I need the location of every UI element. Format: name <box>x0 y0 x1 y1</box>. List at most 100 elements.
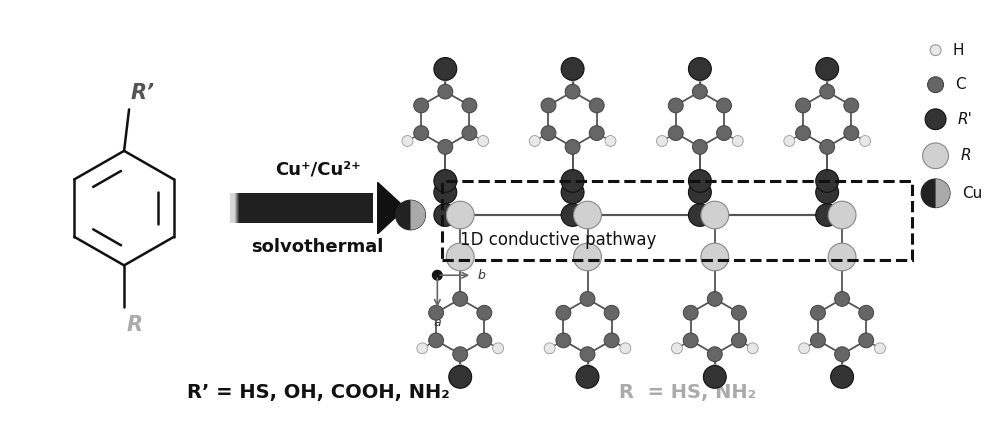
Circle shape <box>701 243 729 271</box>
Circle shape <box>683 305 698 320</box>
Circle shape <box>717 126 731 140</box>
Circle shape <box>707 291 722 306</box>
Circle shape <box>747 343 758 354</box>
Circle shape <box>604 333 619 348</box>
Circle shape <box>429 333 444 348</box>
Circle shape <box>589 126 604 140</box>
Circle shape <box>434 58 457 80</box>
Circle shape <box>860 136 871 146</box>
Text: H: H <box>953 43 964 58</box>
Circle shape <box>784 136 795 146</box>
Circle shape <box>859 333 874 348</box>
Circle shape <box>875 343 885 354</box>
Circle shape <box>923 143 948 168</box>
Circle shape <box>683 333 698 348</box>
Circle shape <box>707 347 722 362</box>
Circle shape <box>565 84 580 99</box>
Text: R’ = HS, OH, COOH, NH₂: R’ = HS, OH, COOH, NH₂ <box>187 383 450 402</box>
Circle shape <box>796 98 811 113</box>
Polygon shape <box>230 193 234 223</box>
Circle shape <box>582 365 593 375</box>
Circle shape <box>717 98 731 113</box>
Circle shape <box>694 71 705 81</box>
Circle shape <box>835 347 850 362</box>
Circle shape <box>396 200 425 230</box>
Circle shape <box>692 139 707 154</box>
Circle shape <box>796 126 811 140</box>
Circle shape <box>589 98 604 113</box>
Circle shape <box>671 343 682 354</box>
Text: C: C <box>955 77 966 92</box>
Circle shape <box>604 305 619 320</box>
Circle shape <box>811 305 825 320</box>
Circle shape <box>580 347 595 362</box>
Circle shape <box>432 270 442 280</box>
Circle shape <box>820 139 835 154</box>
Circle shape <box>414 98 429 113</box>
Polygon shape <box>236 193 269 223</box>
Polygon shape <box>236 193 289 223</box>
Circle shape <box>417 343 428 354</box>
Circle shape <box>844 126 859 140</box>
Polygon shape <box>239 193 363 223</box>
Circle shape <box>688 181 711 204</box>
Polygon shape <box>237 193 309 223</box>
Circle shape <box>928 77 944 93</box>
Text: Cu: Cu <box>962 186 982 201</box>
Text: R': R' <box>958 112 973 127</box>
Polygon shape <box>236 193 279 223</box>
Polygon shape <box>237 193 318 223</box>
Text: b: b <box>477 269 485 282</box>
Circle shape <box>478 136 489 146</box>
Polygon shape <box>236 193 264 223</box>
Circle shape <box>657 136 667 146</box>
Circle shape <box>688 170 711 192</box>
Text: R’: R’ <box>131 84 155 103</box>
Circle shape <box>930 45 941 55</box>
Circle shape <box>831 365 854 388</box>
Circle shape <box>620 343 631 354</box>
Circle shape <box>453 291 468 306</box>
Circle shape <box>816 181 839 204</box>
Circle shape <box>429 305 444 320</box>
Polygon shape <box>237 193 294 223</box>
Circle shape <box>816 170 839 192</box>
Polygon shape <box>378 182 406 234</box>
Circle shape <box>828 201 856 229</box>
Circle shape <box>709 365 720 375</box>
Circle shape <box>574 201 601 229</box>
Circle shape <box>561 58 584 80</box>
Text: solvothermal: solvothermal <box>251 238 384 256</box>
Circle shape <box>837 365 848 375</box>
Circle shape <box>828 243 856 271</box>
Bar <box>442 181 912 260</box>
Polygon shape <box>235 193 254 223</box>
Text: Cu⁺/Cu²⁺: Cu⁺/Cu²⁺ <box>275 161 360 178</box>
Polygon shape <box>238 193 328 223</box>
Circle shape <box>455 365 466 375</box>
Circle shape <box>493 343 504 354</box>
Polygon shape <box>236 193 274 223</box>
Circle shape <box>556 305 571 320</box>
Circle shape <box>556 333 571 348</box>
Circle shape <box>438 139 453 154</box>
Circle shape <box>668 98 683 113</box>
Wedge shape <box>411 200 425 230</box>
Circle shape <box>574 243 601 271</box>
Polygon shape <box>235 193 249 223</box>
Circle shape <box>859 305 874 320</box>
Circle shape <box>434 204 457 226</box>
Circle shape <box>576 365 599 388</box>
Polygon shape <box>239 193 373 223</box>
Circle shape <box>402 136 413 146</box>
Circle shape <box>567 71 578 81</box>
Circle shape <box>541 126 556 140</box>
Circle shape <box>440 71 451 81</box>
Circle shape <box>446 243 474 271</box>
Text: R: R <box>960 148 971 163</box>
Text: 1D conductive pathway: 1D conductive pathway <box>460 231 657 249</box>
Circle shape <box>925 109 946 129</box>
Polygon shape <box>237 193 299 223</box>
Polygon shape <box>236 193 284 223</box>
Circle shape <box>703 365 726 388</box>
